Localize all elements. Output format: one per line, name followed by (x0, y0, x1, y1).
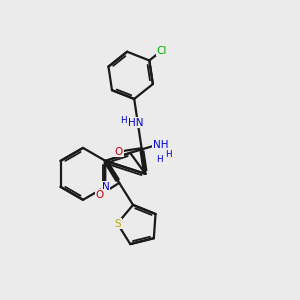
Text: O: O (96, 190, 104, 200)
Text: H: H (120, 116, 126, 125)
Text: H: H (156, 155, 163, 164)
Text: NH: NH (153, 140, 168, 150)
Text: O: O (115, 147, 123, 157)
Text: Cl: Cl (157, 46, 167, 56)
Text: N: N (102, 182, 110, 192)
Text: H: H (166, 150, 172, 159)
Text: S: S (114, 218, 121, 229)
Text: HN: HN (128, 118, 143, 128)
